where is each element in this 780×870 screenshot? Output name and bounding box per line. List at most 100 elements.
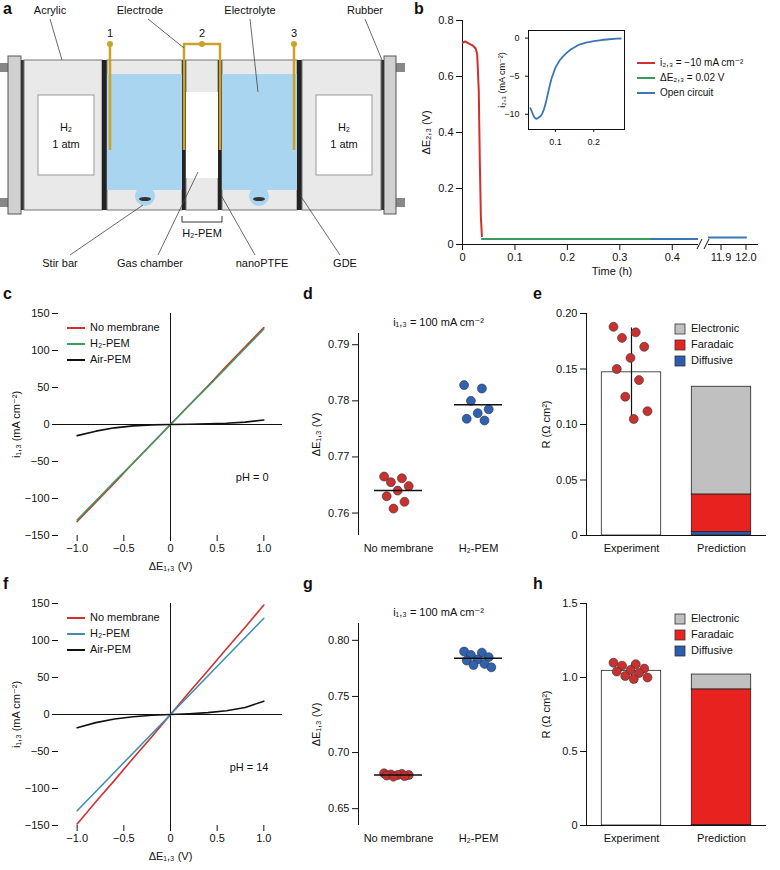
svg-text:H₂-PEM: H₂-PEM — [459, 542, 499, 554]
html-text:No membrane: No membrane — [90, 321, 160, 333]
svg-text:ΔE₁,₃ (V): ΔE₁,₃ (V) — [310, 413, 322, 457]
svg-text:−10: −10 — [504, 109, 519, 119]
svg-text:H₂-PEM: H₂-PEM — [182, 227, 222, 239]
svg-text:50: 50 — [37, 671, 49, 683]
svg-text:No membrane: No membrane — [364, 542, 434, 554]
svg-text:Experiment: Experiment — [604, 542, 660, 554]
svg-text:0.05: 0.05 — [556, 474, 577, 486]
svg-text:100: 100 — [31, 634, 49, 646]
svg-text:pH = 0: pH = 0 — [236, 471, 269, 483]
svg-text:i₂,₃ (mA cm⁻²): i₂,₃ (mA cm⁻²) — [497, 52, 507, 107]
svg-text:No membrane: No membrane — [364, 832, 434, 844]
svg-text:1.0: 1.0 — [562, 671, 577, 683]
svg-text:0: 0 — [571, 819, 577, 831]
svg-text:ΔE₁,₃ (V): ΔE₁,₃ (V) — [310, 703, 322, 747]
svg-text:150: 150 — [31, 307, 49, 319]
svg-text:Rubber: Rubber — [347, 4, 383, 16]
svg-text:0.15: 0.15 — [556, 363, 577, 375]
svg-text:0.2: 0.2 — [438, 182, 453, 194]
svg-text:−0.5: −0.5 — [113, 832, 135, 844]
svg-text:1 atm: 1 atm — [52, 138, 80, 150]
svg-text:0.2: 0.2 — [560, 251, 575, 263]
svg-text:i₁,₃ = 100 mA cm⁻²: i₁,₃ = 100 mA cm⁻² — [393, 606, 484, 618]
svg-text:0.77: 0.77 — [328, 450, 349, 462]
svg-text:0: 0 — [167, 542, 173, 554]
html-text:Time (h): Time (h) — [591, 265, 633, 277]
svg-text:0.4: 0.4 — [665, 251, 680, 263]
svg-text:0.76: 0.76 — [328, 507, 349, 519]
svg-text:0.65: 0.65 — [328, 802, 349, 814]
svg-text:−5: −5 — [509, 71, 519, 81]
svg-text:0.8: 0.8 — [438, 14, 453, 26]
svg-text:−50: −50 — [31, 455, 50, 467]
svg-text:1: 1 — [107, 27, 113, 39]
svg-text:−1.0: −1.0 — [66, 832, 88, 844]
svg-text:0.79: 0.79 — [328, 338, 349, 350]
svg-text:0.1: 0.1 — [549, 137, 562, 147]
svg-text:0.6: 0.6 — [438, 70, 453, 82]
svg-text:1.0: 1.0 — [256, 832, 271, 844]
svg-text:−100: −100 — [25, 782, 50, 794]
svg-text:1.0: 1.0 — [256, 542, 271, 554]
svg-text:Stir bar: Stir bar — [42, 257, 78, 269]
svg-text:0.5: 0.5 — [562, 745, 577, 757]
svg-text:pH = 14: pH = 14 — [230, 761, 269, 773]
svg-text:0: 0 — [459, 251, 465, 263]
svg-text:−150: −150 — [25, 819, 50, 831]
svg-text:H₂: H₂ — [60, 121, 72, 133]
svg-text:0.70: 0.70 — [328, 746, 349, 758]
svg-text:0.3: 0.3 — [612, 251, 627, 263]
svg-text:0: 0 — [167, 832, 173, 844]
svg-text:i₁,₃ (mA cm⁻²): i₁,₃ (mA cm⁻²) — [10, 681, 22, 748]
svg-text:i₁,₃ (mA cm⁻²): i₁,₃ (mA cm⁻²) — [10, 391, 22, 458]
svg-text:0.4: 0.4 — [438, 126, 453, 138]
svg-text:GDE: GDE — [333, 257, 357, 269]
svg-text:0: 0 — [447, 238, 453, 250]
svg-text:−150: −150 — [25, 529, 50, 541]
svg-text:0.80: 0.80 — [328, 634, 349, 646]
svg-text:Electrolyte: Electrolyte — [224, 4, 275, 16]
svg-text:50: 50 — [37, 381, 49, 393]
svg-text:0.10: 0.10 — [556, 418, 577, 430]
svg-text:11.9: 11.9 — [711, 251, 732, 263]
svg-text:i₁,₃ = 100 mA cm⁻²: i₁,₃ = 100 mA cm⁻² — [393, 316, 484, 328]
svg-text:Prediction: Prediction — [697, 542, 746, 554]
svg-text:0.75: 0.75 — [328, 690, 349, 702]
svg-text:0.1: 0.1 — [507, 251, 522, 263]
svg-text:0: 0 — [43, 418, 49, 430]
svg-text:H₂: H₂ — [338, 121, 350, 133]
svg-text:Prediction: Prediction — [697, 832, 746, 844]
svg-text:0.5: 0.5 — [210, 542, 225, 554]
svg-text:0.5: 0.5 — [210, 832, 225, 844]
svg-text:0.78: 0.78 — [328, 394, 349, 406]
svg-text:ΔE₁,₃ (V): ΔE₁,₃ (V) — [149, 850, 193, 862]
svg-text:1.5: 1.5 — [562, 597, 577, 609]
svg-text:0: 0 — [43, 708, 49, 720]
svg-text:R (Ω cm²): R (Ω cm²) — [540, 401, 552, 449]
svg-text:0.2: 0.2 — [588, 137, 601, 147]
svg-text:2: 2 — [199, 27, 205, 39]
svg-text:1 atm: 1 atm — [330, 138, 358, 150]
svg-text:12.0: 12.0 — [735, 251, 756, 263]
svg-text:Acrylic: Acrylic — [34, 4, 67, 16]
svg-text:Experiment: Experiment — [604, 832, 660, 844]
svg-text:100: 100 — [31, 344, 49, 356]
svg-text:ΔE₁,₃ (V): ΔE₁,₃ (V) — [149, 560, 193, 572]
svg-text:H₂-PEM: H₂-PEM — [459, 832, 499, 844]
svg-text:−0.5: −0.5 — [113, 542, 135, 554]
svg-text:0: 0 — [514, 33, 519, 43]
svg-text:Electrode: Electrode — [117, 4, 163, 16]
svg-text:−50: −50 — [31, 745, 50, 757]
svg-text:nanoPTFE: nanoPTFE — [236, 257, 289, 269]
svg-text:R (Ω cm²): R (Ω cm²) — [540, 691, 552, 739]
html-text:H₂-PEM: H₂-PEM — [90, 337, 130, 349]
svg-text:ΔE₂,₃ (V): ΔE₂,₃ (V) — [420, 110, 432, 154]
html-text:Air-PEM: Air-PEM — [90, 353, 131, 365]
svg-text:−100: −100 — [25, 492, 50, 504]
svg-text:−1.0: −1.0 — [66, 542, 88, 554]
svg-text:3: 3 — [291, 27, 297, 39]
svg-text:0: 0 — [571, 529, 577, 541]
svg-text:150: 150 — [31, 597, 49, 609]
svg-text:0.20: 0.20 — [556, 307, 577, 319]
svg-text:Gas chamber: Gas chamber — [117, 257, 183, 269]
